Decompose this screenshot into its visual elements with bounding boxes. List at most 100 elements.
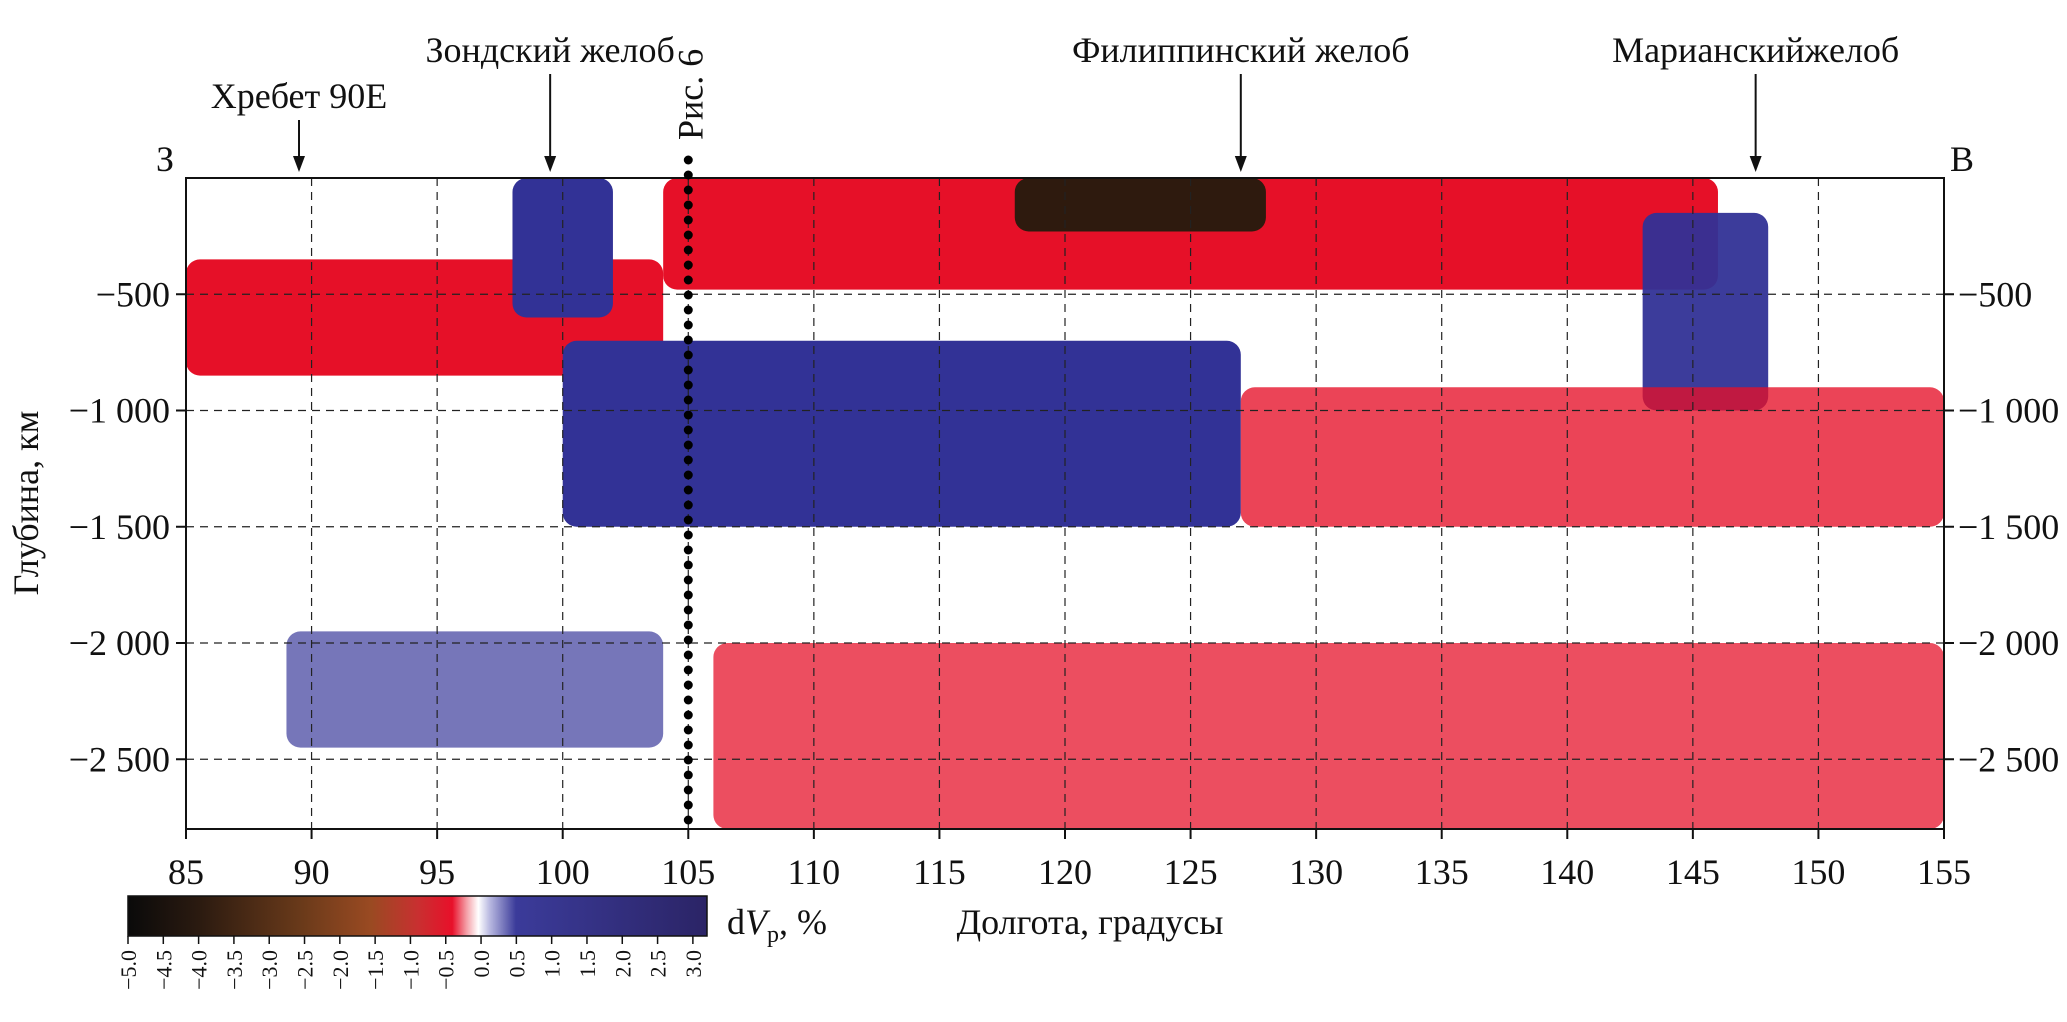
- colorbar-tick-label-1: −4.5: [151, 950, 176, 990]
- section-dot: [683, 230, 693, 240]
- annotation-label-0: Хребет 90Е: [211, 76, 388, 116]
- anomaly-pos-7: [286, 631, 664, 748]
- colorbar-tick-label-4: −3.0: [257, 950, 282, 990]
- section-dot: [683, 380, 693, 390]
- section-dot: [683, 170, 693, 180]
- section-dot: [683, 155, 693, 165]
- anomaly-neg-2: [1014, 178, 1266, 232]
- y-tick-label-left-1: −1 000: [69, 391, 170, 431]
- section-dot: [683, 740, 693, 750]
- section-dot: [683, 470, 693, 480]
- section-dot: [683, 425, 693, 435]
- section-dot: [683, 290, 693, 300]
- annotation-arrow-head-3: [1749, 156, 1762, 172]
- annotation-label-1: Зондский желоб: [426, 30, 675, 70]
- colorbar-label: dVp, %: [727, 902, 827, 948]
- section-dot: [683, 770, 693, 780]
- section-dot: [683, 650, 693, 660]
- section-dot: [683, 500, 693, 510]
- annotation-arrow-head-1: [544, 156, 557, 172]
- colorbar-tick-label-14: 2.0: [610, 950, 635, 978]
- colorbar-tick-label-9: −0.5: [434, 950, 459, 990]
- y-tick-label-right-2: −1 500: [1958, 507, 2059, 547]
- y-tick-label-left-0: −500: [96, 274, 170, 314]
- section-dot: [683, 320, 693, 330]
- annotation-label-3: Марианскийжелоб: [1612, 30, 1899, 70]
- colorbar-tick-label-15: 2.5: [646, 950, 671, 978]
- section-dot: [683, 455, 693, 465]
- colorbar-tick-label-16: 3.0: [681, 950, 706, 978]
- section-dot: [683, 590, 693, 600]
- section-dot: [683, 305, 693, 315]
- section-dot: [683, 665, 693, 675]
- section-dot: [683, 710, 693, 720]
- section-dot: [683, 335, 693, 345]
- x-tick-label-130: 130: [1289, 852, 1343, 892]
- section-dot: [683, 215, 693, 225]
- x-tick-label-85: 85: [168, 852, 204, 892]
- grid-layer: [186, 178, 1944, 829]
- y-tick-label-right-0: −500: [1958, 274, 2032, 314]
- annotation-label-2: Филиппинский желоб: [1072, 30, 1410, 70]
- colorbar-tick-label-12: 1.0: [540, 950, 565, 978]
- colorbar-tick-label-7: −1.5: [363, 950, 388, 990]
- x-tick-label-145: 145: [1666, 852, 1720, 892]
- section-line-dots: [683, 155, 693, 825]
- section-dot: [683, 785, 693, 795]
- section-dot: [683, 485, 693, 495]
- y-axis-left-ticks: −500 −1 000 −1 500 −2 000 −2 500: [69, 274, 186, 779]
- y-axis-label: Глубина, км: [6, 411, 46, 596]
- y-axis-right-ticks: −500 −1 000 −1 500 −2 000 −2 500: [1944, 274, 2059, 779]
- colorbar-gradient: [127, 895, 708, 937]
- anomaly-pos-4: [562, 340, 1241, 527]
- colorbar-label-suffix: , %: [779, 902, 827, 942]
- anomaly-neg-1: [663, 178, 1718, 290]
- section-dot: [683, 350, 693, 360]
- x-tick-label-120: 120: [1038, 852, 1092, 892]
- anomaly-neg-8: [713, 643, 1944, 829]
- y-tick-label-right-3: −2 000: [1958, 623, 2059, 663]
- y-tick-label-left-4: −2 500: [69, 739, 170, 779]
- y-tick-label-right-4: −2 500: [1958, 739, 2059, 779]
- colorbar-ticks: −5.0 −4.5 −4.0 −3.5 −3.0 −2.5 −2.0 −1.5 −1.0 −0.5…: [116, 936, 706, 990]
- annotation-arrow-head-0: [293, 156, 306, 172]
- colorbar-tick-label-8: −1.0: [398, 950, 423, 990]
- section-dot: [683, 200, 693, 210]
- west-label: З: [156, 139, 174, 179]
- colorbar-tick-label-13: 1.5: [575, 950, 600, 978]
- section-dot: [683, 725, 693, 735]
- section-dot: [683, 245, 693, 255]
- section-dot: [683, 185, 693, 195]
- section-dot: [683, 620, 693, 630]
- section-dot: [683, 635, 693, 645]
- section-dot: [683, 260, 693, 270]
- section-dot: [683, 605, 693, 615]
- anomaly-pos-5: [1642, 212, 1769, 411]
- section-dot: [683, 755, 693, 765]
- colorbar-label-sub: p: [767, 922, 779, 948]
- anomaly-neg-6: [1240, 387, 1944, 527]
- section-dot: [683, 695, 693, 705]
- colorbar-tick-label-0: −5.0: [116, 950, 141, 990]
- x-tick-label-135: 135: [1415, 852, 1469, 892]
- section-dot: [683, 515, 693, 525]
- colorbar-tick-label-2: −4.0: [187, 950, 212, 990]
- section-dot: [683, 410, 693, 420]
- section-dot: [683, 530, 693, 540]
- x-tick-label-115: 115: [913, 852, 966, 892]
- section-dot: [683, 815, 693, 825]
- x-tick-label-140: 140: [1540, 852, 1594, 892]
- section-dot: [683, 575, 693, 585]
- colorbar-label-prefix: d: [727, 902, 745, 942]
- colorbar-label-var: V: [745, 902, 771, 942]
- x-tick-label-110: 110: [788, 852, 841, 892]
- x-tick-label-150: 150: [1791, 852, 1845, 892]
- annotation-arrow-head-2: [1234, 156, 1247, 172]
- x-axis-ticks: 85 90 95 100 105 110 115 120 125 130 135 140 145 150 1…: [168, 829, 1971, 892]
- section-dot: [683, 800, 693, 810]
- section-dot: [683, 545, 693, 555]
- colorbar: −5.0 −4.5 −4.0 −3.5 −3.0 −2.5 −2.0 −1.5 −1.0 −0.5…: [116, 895, 827, 990]
- anomaly-pos-3: [512, 178, 613, 318]
- plot-area: [185, 155, 1945, 830]
